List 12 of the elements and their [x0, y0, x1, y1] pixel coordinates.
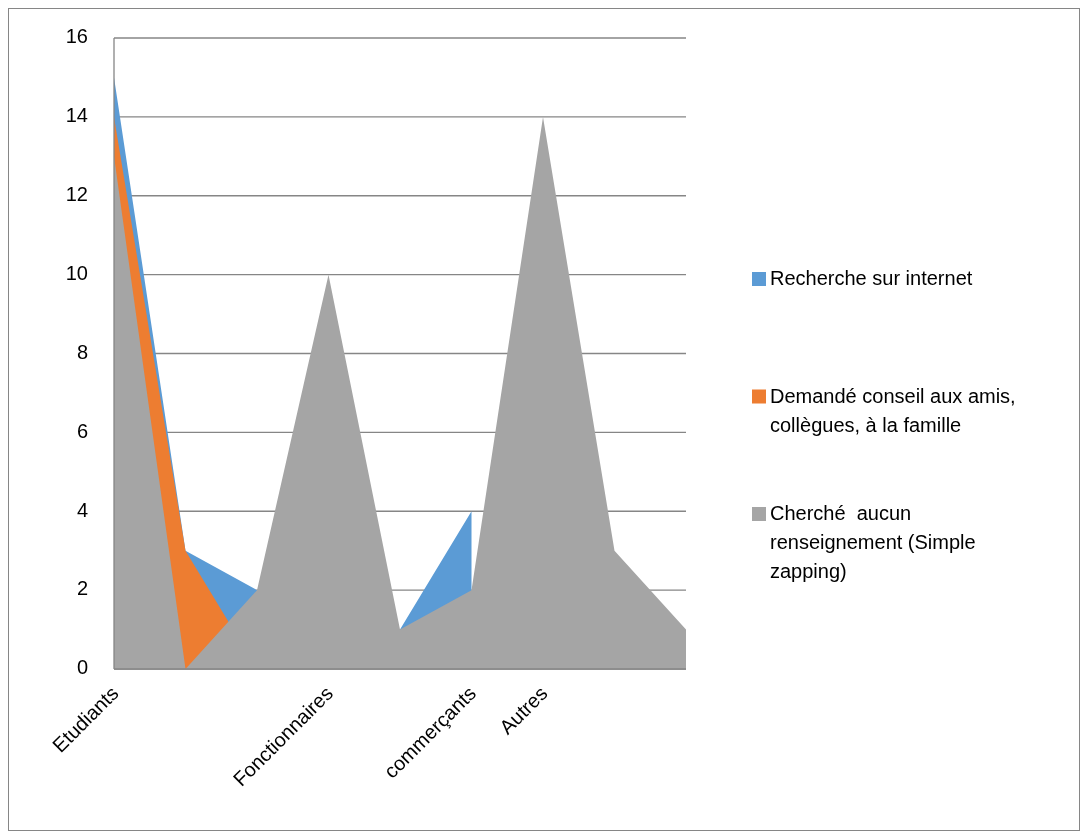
y-tick-label: 14: [65, 104, 88, 127]
legend-label: Cherché aucun renseignement (Simple zapping): [770, 502, 976, 583]
y-tick-label: 6: [76, 419, 88, 442]
legend-label: Recherche sur internet: [770, 267, 973, 290]
y-tick-label: 2: [76, 577, 88, 600]
legend-label: Demandé conseil aux amis, collègues, à la famille: [770, 384, 1016, 436]
y-tick-label: 8: [76, 340, 88, 363]
y-tick-label: 12: [65, 183, 88, 206]
y-tick-label: 4: [76, 498, 88, 521]
y-tick-label: 10: [65, 261, 88, 284]
y-tick-label: 0: [76, 656, 88, 679]
y-tick-label: 16: [65, 25, 88, 48]
